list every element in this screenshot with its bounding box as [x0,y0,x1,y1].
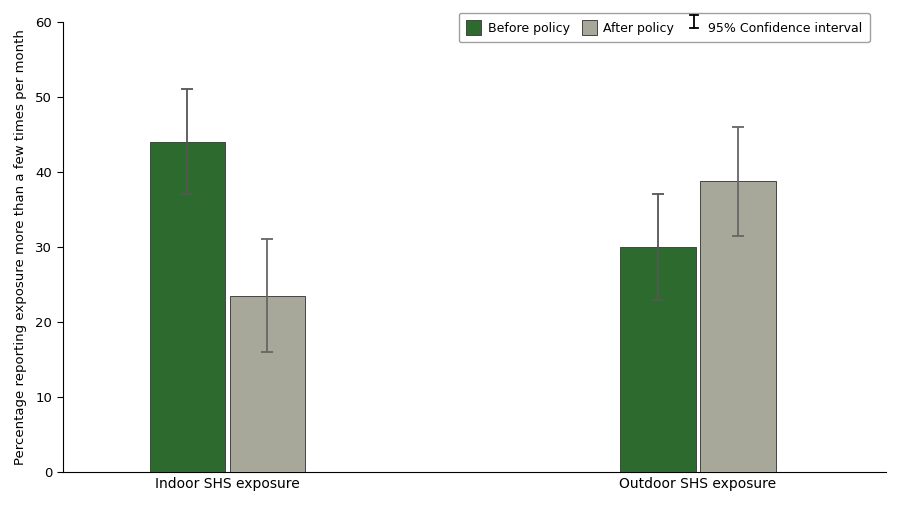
Bar [620,247,696,472]
Bar [149,142,225,472]
Legend: Before policy, After policy, 95% Confidence interval: Before policy, After policy, 95% Confide… [459,13,869,42]
Bar [230,296,305,472]
Y-axis label: Percentage reporting exposure more than a few times per month: Percentage reporting exposure more than … [14,29,27,465]
Bar [700,181,776,472]
